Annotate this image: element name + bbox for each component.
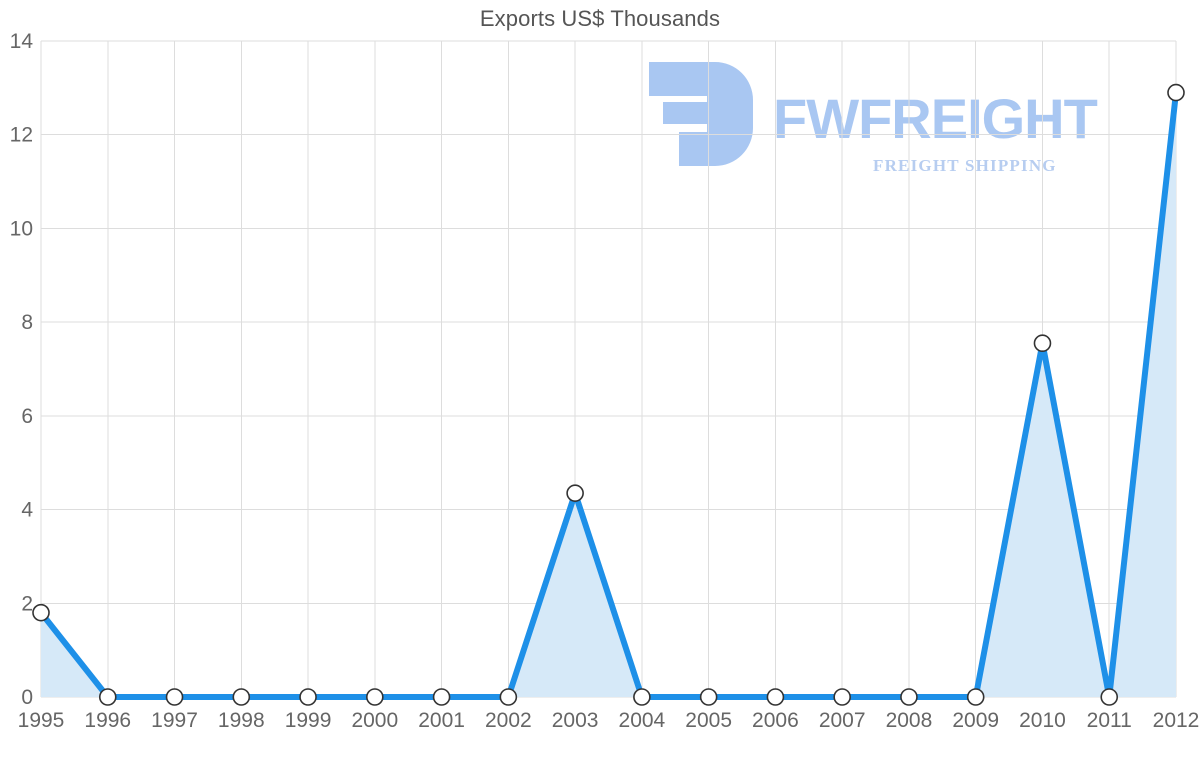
data-point-marker[interactable]: [1033, 334, 1052, 353]
x-axis-tick-label: 2007: [819, 709, 866, 732]
x-axis-tick-label: 1999: [285, 709, 332, 732]
data-point-marker[interactable]: [1167, 83, 1185, 102]
x-axis-tick-label: 2004: [619, 709, 666, 732]
data-point-markers: [32, 83, 1185, 706]
data-point-marker[interactable]: [633, 688, 651, 706]
chart-title: Exports US$ Thousands: [479, 6, 721, 31]
data-point-marker[interactable]: [32, 603, 50, 622]
data-point-marker[interactable]: [98, 688, 117, 706]
x-axis-tick-label: 1998: [218, 709, 265, 732]
data-point-marker[interactable]: [432, 688, 451, 706]
data-point-marker[interactable]: [966, 688, 985, 706]
x-axis-tick-label: 2002: [485, 709, 532, 732]
data-point-marker[interactable]: [566, 484, 584, 502]
data-point-marker[interactable]: [699, 688, 718, 706]
x-axis-tick-label: 1996: [84, 709, 131, 732]
x-axis-tick-label: 2006: [752, 709, 799, 732]
x-axis-tick-label: 2003: [552, 709, 599, 732]
x-axis-tick-label: 2011: [1087, 709, 1132, 732]
data-point-marker[interactable]: [900, 688, 918, 706]
y-axis-tick-label: 14: [10, 30, 34, 53]
x-axis-tick-label: 2000: [351, 709, 398, 732]
x-axis-tick-label: 2005: [685, 709, 732, 732]
x-axis-tick-label: 2008: [886, 709, 933, 732]
data-point-marker[interactable]: [499, 688, 518, 706]
y-axis-tick-label: 4: [21, 499, 33, 522]
x-axis-tick-label: 2009: [952, 709, 999, 732]
y-axis-tick-label: 10: [10, 217, 33, 240]
x-axis-tick-label: 1997: [151, 709, 198, 732]
data-line: [38, 89, 1179, 700]
data-point-marker[interactable]: [833, 688, 851, 706]
x-axis-tick-label: 2012: [1153, 709, 1200, 732]
gridlines: [40, 40, 1177, 698]
data-point-marker[interactable]: [766, 688, 785, 706]
data-point-marker[interactable]: [366, 688, 384, 706]
y-axis-tick-label: 6: [21, 405, 33, 428]
x-axis-tick-label: 1995: [18, 709, 65, 732]
data-point-marker[interactable]: [165, 688, 184, 706]
x-axis-tick-label: 2010: [1019, 709, 1066, 732]
y-axis-tick-label: 2: [21, 592, 33, 615]
y-axis-tick-label: 0: [21, 686, 33, 709]
area-fill: [41, 92, 1176, 698]
data-point-marker[interactable]: [1100, 688, 1119, 706]
data-point-marker[interactable]: [299, 688, 317, 706]
y-axis-labels: 0 2 4 6 8 10 12 14: [10, 30, 34, 709]
x-axis-labels: 1995 1996 1997 1998 1999 2000 2001 2002 2003 2004…: [18, 709, 1200, 732]
x-axis-tick-label: 2001: [418, 709, 465, 732]
y-axis-tick-label: 12: [10, 124, 33, 147]
y-axis-tick-label: 8: [21, 311, 33, 334]
data-point-marker[interactable]: [232, 688, 251, 706]
